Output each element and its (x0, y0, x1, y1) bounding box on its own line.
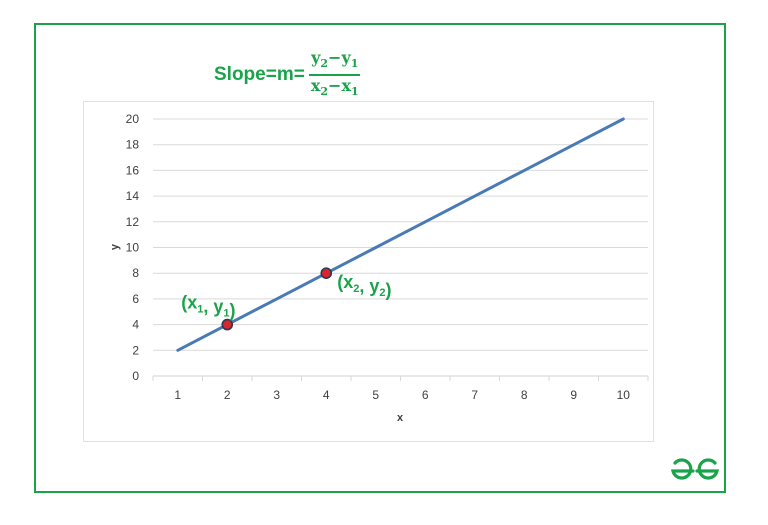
y-tick-label: 16 (126, 163, 140, 177)
formula-fraction: y2−y1 x2−x1 (309, 48, 361, 101)
y-tick-label: 8 (132, 266, 139, 280)
x-tick-label: 10 (617, 388, 631, 402)
highlighted-point (320, 267, 333, 280)
y-tick-label: 14 (126, 189, 140, 203)
geeksforgeeks-logo-icon (670, 458, 720, 480)
slope-formula: Slope=m= y2−y1 x2−x1 (214, 48, 361, 101)
x-tick-label: 7 (471, 388, 478, 402)
y-tick-label: 18 (126, 138, 140, 152)
outer-frame (34, 23, 726, 493)
y-tick-label: 6 (132, 292, 139, 306)
x-tick-label: 2 (224, 388, 231, 402)
x-tick-label: 1 (174, 388, 181, 402)
x-tick-label: 6 (422, 388, 429, 402)
highlighted-point (221, 318, 234, 331)
formula-denominator: x2−x1 (310, 76, 359, 99)
x-tick-label: 4 (323, 388, 330, 402)
y-tick-label: 4 (132, 318, 139, 332)
formula-lhs: Slope=m= (214, 64, 305, 85)
x-tick-label: 5 (372, 388, 379, 402)
y-tick-label: 12 (126, 215, 140, 229)
x-axis-label: x (397, 412, 404, 424)
series (176, 117, 625, 352)
y-axis-label: y (109, 243, 121, 250)
point-label-2: (x2, y2) (337, 272, 391, 300)
y-tick-label: 0 (132, 369, 139, 383)
x-tick-label: 3 (273, 388, 280, 402)
axes (152, 375, 649, 381)
series-line (176, 117, 625, 352)
formula-numerator: y2−y1 (309, 48, 361, 76)
point-label-1: (x1, y1) (181, 293, 235, 321)
gridlines (153, 118, 648, 351)
y-tick-label: 2 (132, 343, 139, 357)
x-tick-label: 9 (570, 388, 577, 402)
y-tick-label: 20 (126, 112, 140, 126)
chart-area (83, 101, 654, 442)
highlighted-points: (x1, y1) (x2, y2) (181, 267, 392, 331)
x-tick-label: 8 (521, 388, 528, 402)
y-tick-label: 10 (126, 241, 140, 255)
